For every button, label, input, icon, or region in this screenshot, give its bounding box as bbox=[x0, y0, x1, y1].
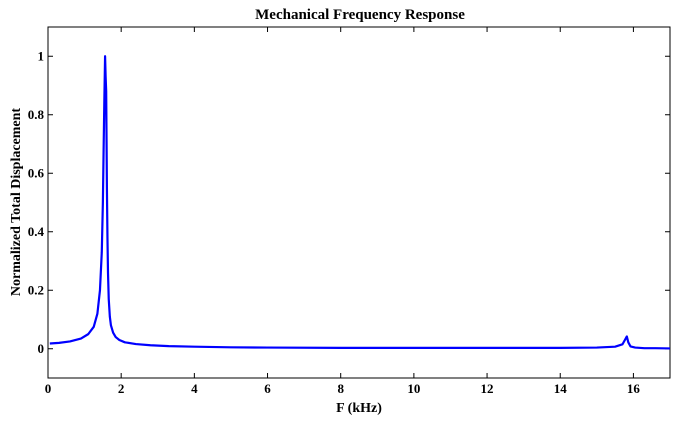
x-tick-label: 12 bbox=[481, 381, 494, 396]
x-tick-label: 4 bbox=[191, 381, 198, 396]
plot-area bbox=[47, 26, 671, 379]
displacement-line bbox=[49, 55, 671, 350]
x-tick-label: 8 bbox=[337, 381, 344, 396]
y-tick-label: 0.8 bbox=[28, 107, 45, 122]
x-tick-label: 2 bbox=[118, 381, 125, 396]
chart-title: Mechanical Frequency Response bbox=[255, 7, 465, 23]
x-axis-ticks: 0 2 4 6 8 10 12 14 16 bbox=[45, 27, 641, 396]
y-tick-label: 0.4 bbox=[28, 224, 45, 239]
y-tick-label: 0.6 bbox=[28, 165, 45, 180]
x-tick-label: 6 bbox=[264, 381, 271, 396]
x-axis-label: F (kHz) bbox=[336, 401, 382, 416]
x-tick-label: 16 bbox=[627, 381, 641, 396]
y-axis-ticks: 0 0.2 0.4 0.6 0.8 1 bbox=[28, 48, 670, 356]
y-axis-label: Normalized Total Displacement bbox=[9, 108, 24, 297]
x-tick-label: 0 bbox=[45, 381, 52, 396]
y-tick-label: 0 bbox=[38, 341, 45, 356]
y-tick-label: 1 bbox=[38, 48, 45, 63]
x-tick-label: 10 bbox=[407, 381, 420, 396]
y-tick-label: 0.2 bbox=[28, 282, 44, 297]
x-tick-label: 14 bbox=[554, 381, 568, 396]
